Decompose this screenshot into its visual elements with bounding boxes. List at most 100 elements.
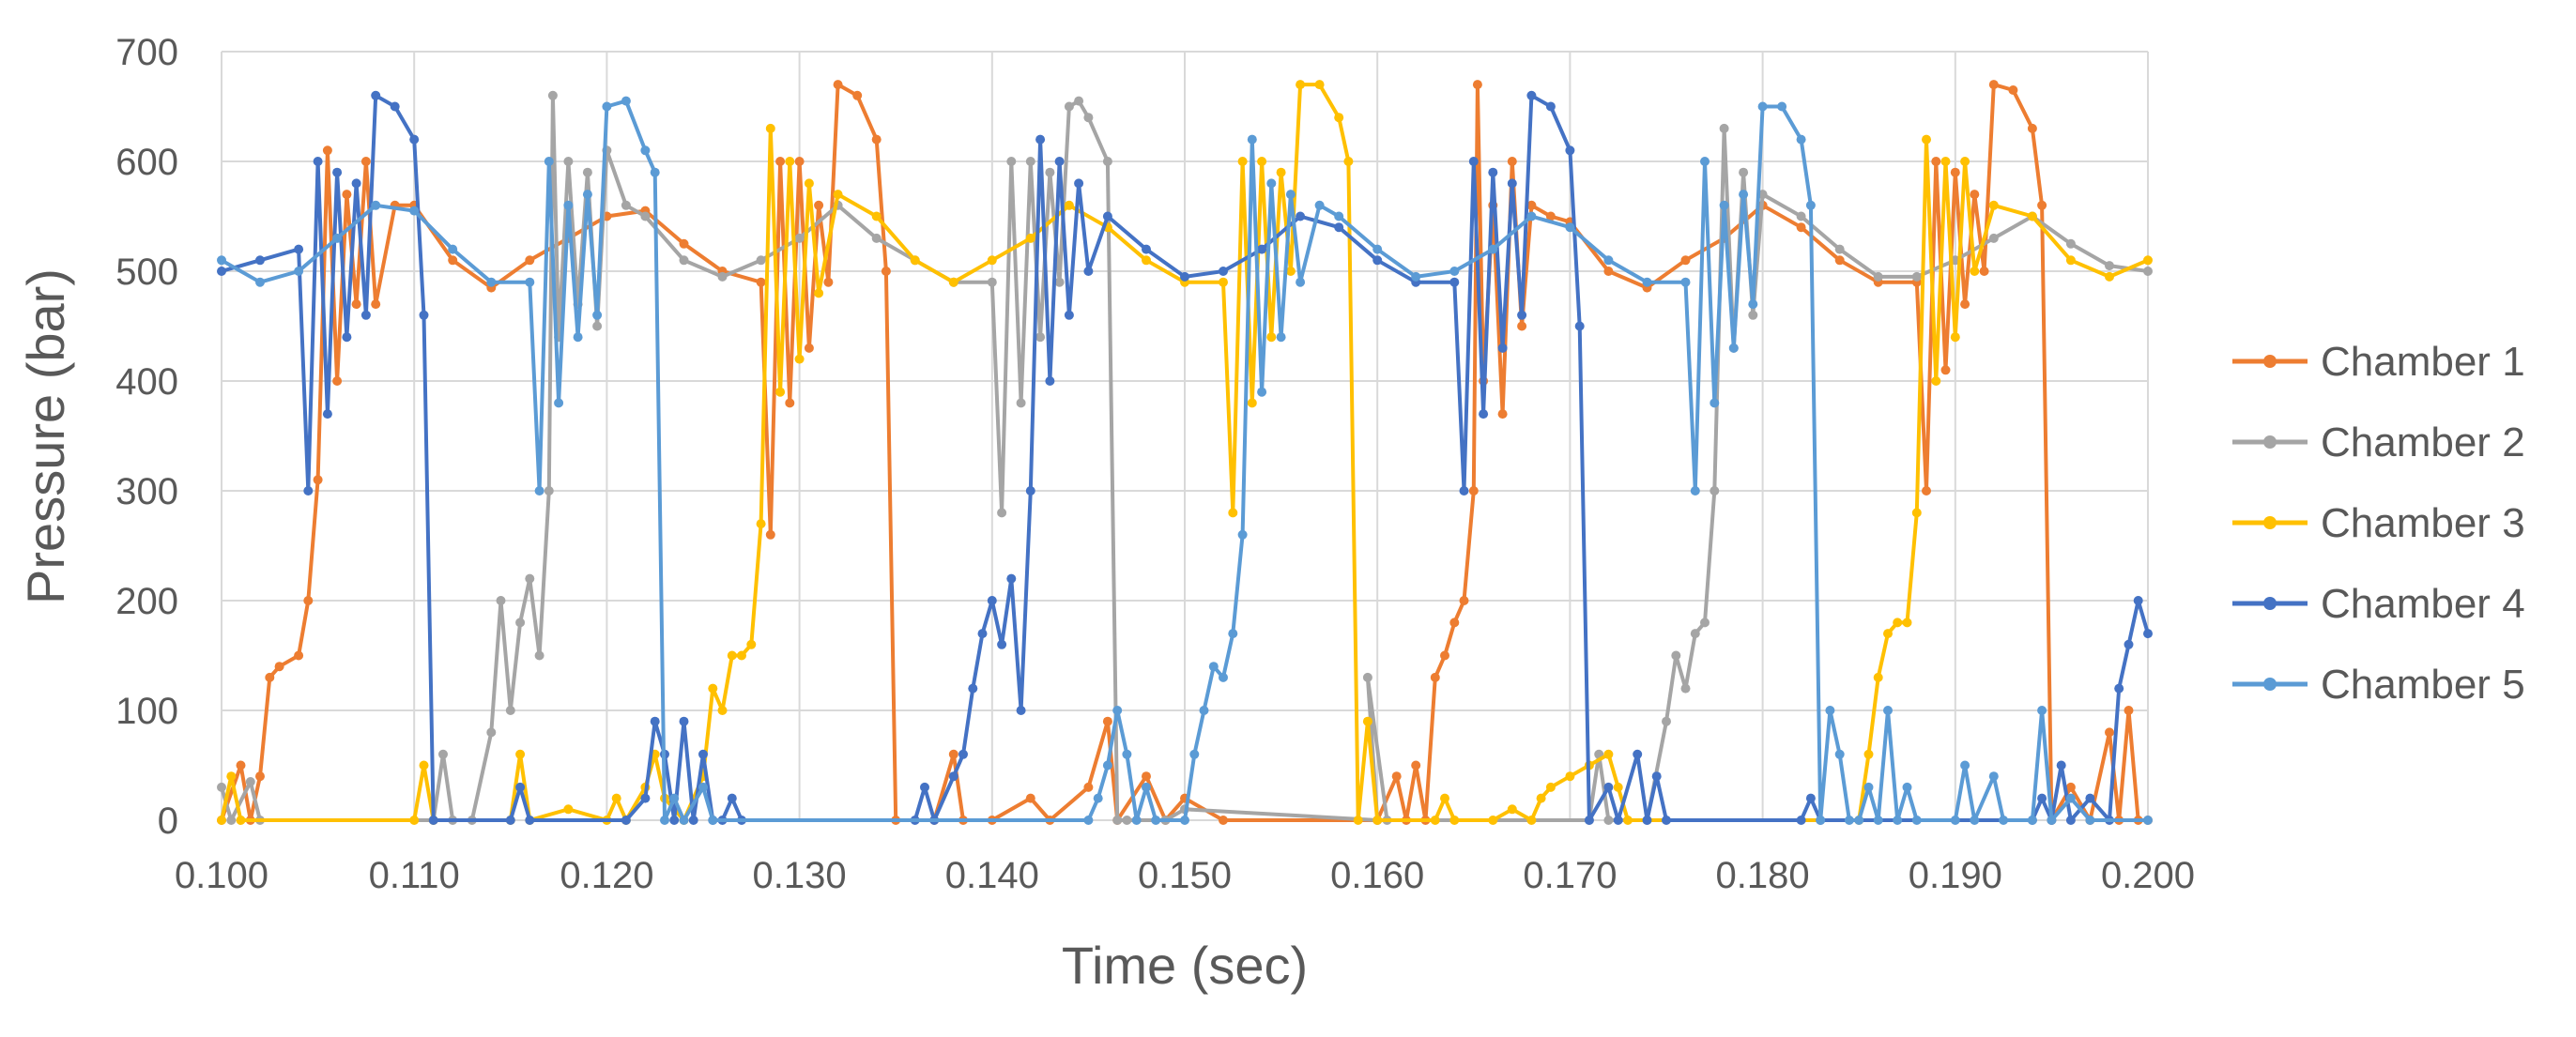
data-point-chamber-1 (948, 749, 958, 759)
data-point-chamber-3 (1362, 716, 1372, 726)
series-line-chamber-1 (220, 83, 2148, 822)
legend-marker-chamber-2 (2263, 435, 2277, 449)
data-point-chamber-4 (255, 255, 265, 266)
data-point-chamber-2 (640, 211, 651, 221)
data-point-chamber-1 (294, 650, 304, 661)
data-point-chamber-5 (1999, 816, 2009, 825)
data-point-chamber-5 (563, 200, 574, 210)
data-point-chamber-3 (794, 354, 805, 364)
data-point-chamber-3 (1440, 793, 1449, 803)
data-point-chamber-3 (871, 211, 882, 221)
data-point-chamber-5 (1372, 244, 1383, 254)
data-point-chamber-2 (525, 573, 535, 584)
data-point-chamber-1 (1497, 409, 1508, 419)
data-point-chamber-1 (332, 376, 343, 386)
data-point-chamber-1 (2124, 706, 2134, 715)
data-point-chamber-2 (1054, 277, 1065, 287)
data-point-chamber-3 (1613, 782, 1623, 792)
data-point-chamber-5 (1700, 157, 1710, 166)
data-point-chamber-2 (438, 749, 448, 759)
data-point-chamber-5 (573, 332, 583, 343)
data-point-chamber-5 (2085, 816, 2095, 825)
data-point-chamber-2 (1710, 486, 1720, 496)
data-point-chamber-2 (2143, 267, 2153, 276)
data-point-chamber-4 (1102, 211, 1112, 221)
x-tick-label: 0.180 (1716, 855, 1810, 896)
data-point-chamber-1 (1430, 672, 1440, 682)
data-point-chamber-2 (1680, 683, 1691, 694)
data-point-chamber-2 (217, 782, 226, 792)
data-point-chamber-1 (2008, 85, 2018, 95)
data-point-chamber-5 (2027, 816, 2037, 825)
data-point-chamber-5 (602, 101, 612, 112)
data-point-chamber-4 (217, 267, 226, 276)
data-point-chamber-1 (265, 672, 275, 682)
x-tick-label: 0.190 (1909, 855, 2002, 896)
data-point-chamber-5 (1257, 387, 1267, 397)
data-point-chamber-3 (419, 760, 429, 770)
data-point-chamber-3 (1488, 816, 1498, 825)
data-point-chamber-3 (1142, 255, 1151, 266)
data-point-chamber-3 (804, 178, 814, 189)
data-point-chamber-2 (534, 650, 544, 661)
data-point-chamber-2 (794, 233, 805, 243)
data-point-chamber-3 (1940, 157, 1951, 166)
data-point-chamber-5 (1777, 101, 1787, 112)
data-point-chamber-5 (1816, 816, 1826, 825)
data-point-chamber-2 (1748, 310, 1758, 320)
data-point-chamber-5 (1083, 816, 1094, 825)
data-point-chamber-3 (1353, 816, 1363, 825)
data-point-chamber-5 (1151, 816, 1161, 825)
data-point-chamber-1 (1526, 200, 1537, 210)
data-point-chamber-4 (1545, 101, 1556, 112)
data-point-chamber-3 (756, 519, 766, 529)
data-point-chamber-4 (669, 816, 680, 825)
data-point-chamber-5 (332, 233, 343, 243)
data-point-chamber-1 (1219, 816, 1228, 825)
data-point-chamber-2 (1112, 816, 1123, 825)
data-point-chamber-5 (1131, 816, 1142, 825)
data-point-chamber-3 (1922, 134, 1931, 145)
data-point-chamber-1 (679, 238, 689, 249)
data-point-chamber-3 (1893, 618, 1903, 628)
y-tick-label: 300 (115, 471, 178, 512)
data-point-chamber-4 (1257, 244, 1267, 254)
data-point-chamber-4 (1796, 816, 1806, 825)
data-point-chamber-5 (1526, 211, 1537, 221)
data-point-chamber-1 (1440, 650, 1449, 661)
data-point-chamber-2 (515, 618, 526, 628)
data-point-chamber-4 (997, 639, 1007, 649)
legend-marker-chamber-3 (2263, 516, 2277, 529)
data-point-chamber-1 (871, 134, 882, 145)
data-point-chamber-3 (1228, 508, 1238, 518)
data-point-chamber-4 (525, 816, 535, 825)
data-point-chamber-1 (1517, 321, 1527, 331)
data-point-chamber-4 (621, 816, 631, 825)
data-point-chamber-4 (987, 596, 997, 605)
data-point-chamber-1 (2037, 200, 2047, 210)
data-point-chamber-4 (2114, 683, 2124, 694)
data-point-chamber-4 (1459, 486, 1469, 496)
series-line-chamber-4 (221, 93, 2150, 822)
data-point-chamber-3 (2065, 255, 2076, 266)
x-tick-label: 0.130 (753, 855, 847, 896)
data-point-chamber-2 (2065, 238, 2076, 249)
data-point-chamber-1 (823, 277, 834, 287)
data-point-chamber-1 (1950, 167, 1960, 177)
data-point-chamber-5 (679, 816, 689, 825)
data-point-chamber-5 (1757, 101, 1768, 112)
data-point-chamber-2 (756, 255, 766, 266)
data-point-chamber-5 (1102, 760, 1112, 770)
data-point-chamber-1 (1459, 596, 1469, 605)
data-point-chamber-1 (833, 80, 843, 90)
data-point-chamber-4 (640, 793, 651, 803)
data-point-chamber-4 (1526, 90, 1537, 100)
data-point-chamber-5 (582, 190, 592, 200)
data-point-chamber-3 (1430, 816, 1440, 825)
data-point-chamber-3 (1902, 618, 1912, 628)
data-point-chamber-4 (679, 716, 689, 726)
data-point-chamber-4 (2124, 639, 2134, 649)
data-point-chamber-3 (1970, 267, 1980, 276)
data-point-chamber-3 (1911, 508, 1922, 518)
